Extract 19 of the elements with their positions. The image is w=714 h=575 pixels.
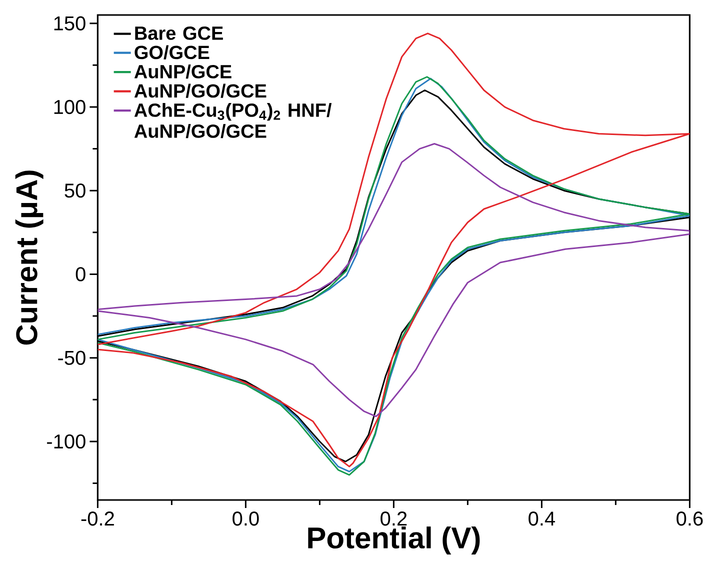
y-tick-label: 50 [64, 184, 86, 198]
legend-label: GO/GCE [134, 45, 210, 60]
x-tick-label: 0.4 [528, 512, 556, 526]
legend-label: AuNP/GO/GCE [134, 84, 266, 98]
y-tick-label: -50 [58, 350, 86, 365]
y-axis-title: Current (μA) [15, 170, 44, 345]
legend-label: AuNP/GCE [134, 64, 232, 79]
x-tick-label: -0.2 [81, 512, 114, 526]
x-tick-label: 0.2 [380, 512, 407, 526]
y-tick-label: 100 [54, 100, 86, 114]
legend-label: Bare GCE [135, 26, 223, 40]
x-axis-title: Potential (V) [308, 526, 480, 554]
x-tick-label: 0.6 [676, 512, 703, 526]
y-tick-label: -100 [47, 434, 86, 449]
text: AChE-Cu$_{3}$(PO$_{4}$)$_{2}$ HNF/AuNP/GO/GCE [134, 102, 332, 138]
y-tick-label: 150 [54, 16, 86, 30]
y-tick-label: 0 [76, 267, 86, 282]
line-series [98, 143, 690, 418]
x-tick-label: 0.0 [232, 512, 259, 526]
